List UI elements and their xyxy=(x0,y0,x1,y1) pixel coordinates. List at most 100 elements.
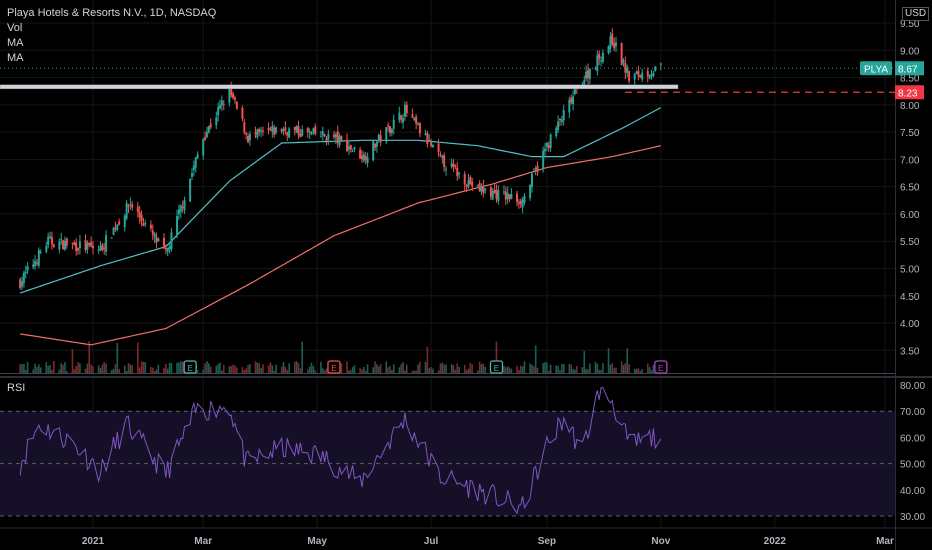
candle-body xyxy=(177,209,180,215)
candle-body xyxy=(426,133,429,145)
candle-body xyxy=(392,119,395,129)
candle-body xyxy=(385,127,388,142)
volume-bar xyxy=(523,361,526,374)
candle-body xyxy=(32,264,35,268)
price-tick: 4.50 xyxy=(900,292,920,303)
volume-bar xyxy=(110,370,113,374)
volume-bar xyxy=(249,364,251,374)
volume-bar xyxy=(321,368,324,374)
volume-bar xyxy=(650,370,653,374)
candle-body xyxy=(155,237,158,243)
volume-bar xyxy=(260,367,262,374)
candle-body xyxy=(138,212,141,218)
volume-bar xyxy=(635,368,638,374)
rsi-tick: 70.00 xyxy=(900,407,925,418)
volume-bar xyxy=(349,370,352,374)
earnings-marker[interactable]: E xyxy=(183,360,197,374)
candle-body xyxy=(52,244,55,248)
volume-bar xyxy=(284,366,287,374)
candle-body xyxy=(452,163,455,168)
volume-bar xyxy=(583,350,586,374)
candle-body xyxy=(510,193,513,199)
volume-bar xyxy=(280,366,283,374)
volume-bar xyxy=(116,342,119,374)
candle-body xyxy=(611,33,614,45)
volume-bar xyxy=(413,370,416,374)
legend-volume[interactable]: Vol xyxy=(7,22,23,34)
candle-body xyxy=(204,137,207,141)
legend-ma-fast[interactable]: MA xyxy=(7,37,24,49)
volume-bar xyxy=(47,365,49,374)
volume-bar xyxy=(144,362,147,374)
candle-body xyxy=(596,55,599,72)
currency-button[interactable]: USD xyxy=(902,7,930,21)
chart-title[interactable]: Playa Hotels & Resorts N.V., 1D, NASDAQ xyxy=(7,7,217,19)
candle-body xyxy=(284,127,287,131)
candle-body xyxy=(219,105,222,109)
volume-bar xyxy=(437,370,440,374)
volume-bar xyxy=(325,368,328,374)
volume-bar xyxy=(269,362,272,374)
candle-body xyxy=(151,230,154,235)
legend-ma-slow[interactable]: MA xyxy=(7,52,24,64)
candle-body xyxy=(547,145,550,149)
earnings-marker[interactable]: E xyxy=(654,360,668,374)
candle-body xyxy=(497,190,500,202)
candle-body xyxy=(417,123,420,125)
candle-body xyxy=(248,134,251,141)
volume-bar xyxy=(66,370,68,374)
price-tick: 5.50 xyxy=(900,237,920,248)
rsi-axis[interactable]: 80.00 70.00 60.00 50.00 40.00 30.00 xyxy=(900,381,925,523)
candle-body xyxy=(327,134,330,140)
candle-body xyxy=(314,126,317,135)
candle-body xyxy=(45,245,48,252)
volume-bar xyxy=(641,369,643,374)
candle-body xyxy=(411,114,414,118)
candle-body xyxy=(256,129,259,138)
volume-bar xyxy=(432,368,434,374)
candle-body xyxy=(142,222,145,226)
candle-body xyxy=(620,42,623,66)
volume-bar xyxy=(308,366,311,374)
candle-body xyxy=(478,183,481,192)
candle-body xyxy=(529,184,532,198)
volume-bar xyxy=(557,366,559,374)
volume-bar xyxy=(359,368,361,374)
time-axis[interactable]: 2021 Mar May Jul Sep Nov 2022 Mar xyxy=(82,536,894,547)
price-tick: 5.00 xyxy=(900,264,920,275)
candle-body xyxy=(332,134,335,137)
candle-body xyxy=(245,132,248,135)
price-axis[interactable]: 9.50 9.00 8.50 8.00 7.50 7.00 6.50 6.00 5.50 5.00… xyxy=(900,19,920,357)
candle-body xyxy=(390,129,393,133)
candle-body xyxy=(502,191,505,193)
candle-body xyxy=(310,132,313,134)
candle-body xyxy=(144,223,147,225)
volume-bar xyxy=(516,365,518,374)
candle-body xyxy=(286,131,289,136)
volume-bar xyxy=(267,365,270,374)
candle-body xyxy=(534,168,537,171)
candle-body xyxy=(254,132,257,135)
candle-body xyxy=(654,66,657,72)
volume-bar xyxy=(221,370,223,374)
candle-body xyxy=(129,203,132,205)
support-line[interactable] xyxy=(0,84,679,90)
rsi-panel-label[interactable]: RSI xyxy=(7,382,26,394)
candle-body xyxy=(467,180,470,188)
candle-body xyxy=(162,237,165,249)
volume-bar xyxy=(312,365,315,374)
earnings-marker[interactable]: E xyxy=(327,360,341,374)
candle-body xyxy=(280,128,283,132)
candle-body xyxy=(116,224,119,230)
candle-body xyxy=(336,131,339,144)
volume-bar xyxy=(62,364,64,374)
earnings-marker[interactable]: E xyxy=(489,360,504,374)
candle-body xyxy=(359,149,362,159)
candle-body xyxy=(415,116,418,124)
earnings-marker-label: E xyxy=(187,364,192,373)
time-tick: Nov xyxy=(651,536,670,547)
volume-bar xyxy=(138,367,141,374)
volume-bar xyxy=(204,363,206,374)
